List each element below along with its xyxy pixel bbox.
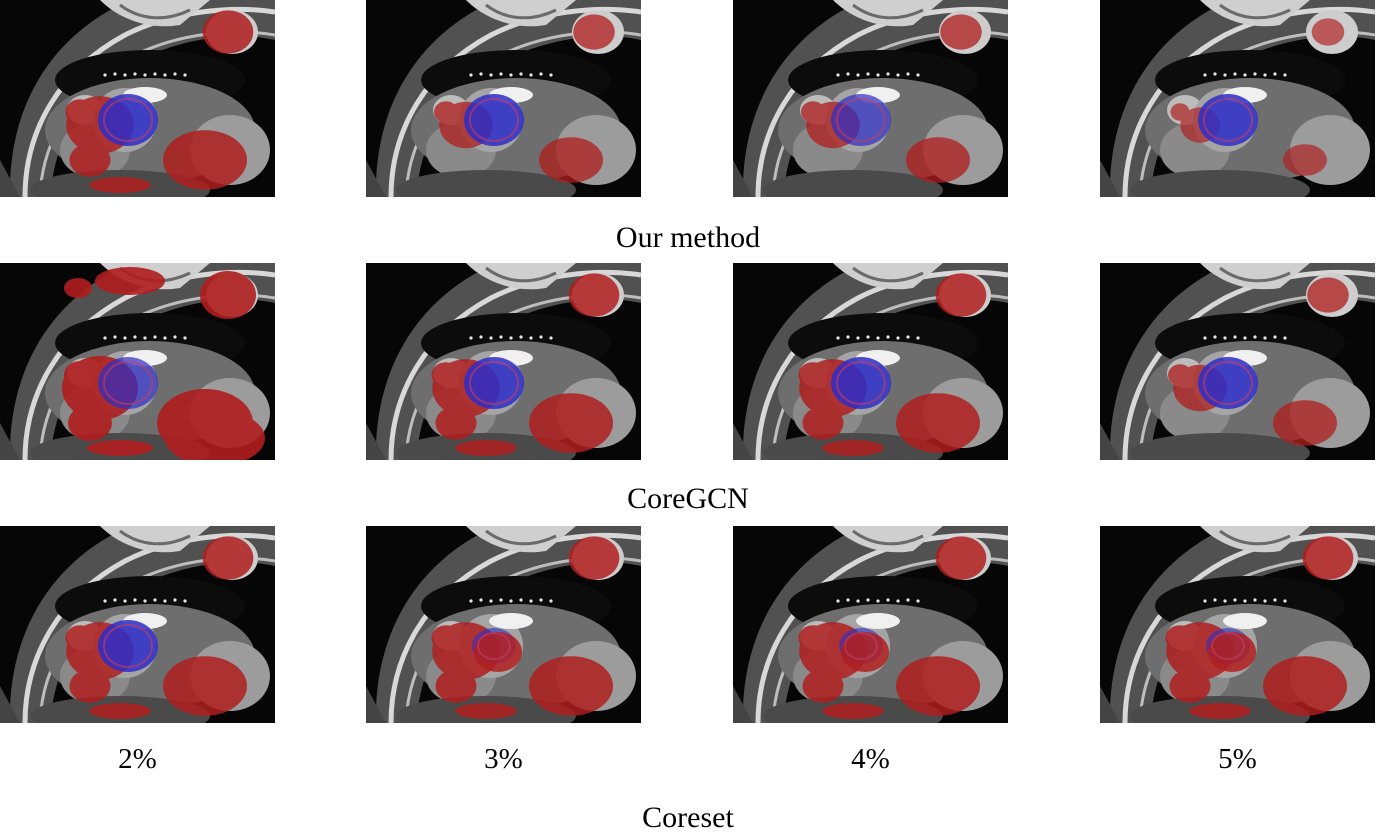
mri-segmentation-image <box>0 263 275 460</box>
mri-panel-r3-c3 <box>733 526 1008 723</box>
column-label-5pct: 5% <box>1218 743 1257 775</box>
column-label-3pct: 3% <box>484 743 523 775</box>
mri-panel-r2-c4 <box>1100 263 1375 460</box>
column-label-2pct: 2% <box>118 743 157 775</box>
mri-segmentation-image <box>0 526 275 723</box>
mri-panel-r3-c4 <box>1100 526 1375 723</box>
mri-segmentation-image <box>366 263 641 460</box>
mri-segmentation-image <box>366 0 641 197</box>
mri-panel-r1-c2 <box>366 0 641 197</box>
column-label-4pct: 4% <box>851 743 890 775</box>
row-caption-coreset: Coreset <box>642 801 734 834</box>
mri-panel-r3-c2 <box>366 526 641 723</box>
mri-segmentation-image <box>1100 0 1375 197</box>
mri-segmentation-image <box>733 0 1008 197</box>
mri-segmentation-image <box>0 0 275 197</box>
mri-segmentation-image <box>1100 526 1375 723</box>
mri-panel-r1-c4 <box>1100 0 1375 197</box>
mri-panel-r2-c3 <box>733 263 1008 460</box>
mri-segmentation-image <box>733 263 1008 460</box>
mri-panel-r1-c3 <box>733 0 1008 197</box>
mri-panel-r3-c1 <box>0 526 275 723</box>
mri-segmentation-image <box>1100 263 1375 460</box>
mri-segmentation-image <box>366 526 641 723</box>
row-caption-our-method: Our method <box>615 221 761 254</box>
mri-panel-r2-c2 <box>366 263 641 460</box>
mri-panel-r1-c1 <box>0 0 275 197</box>
row-caption-coregcn: CoreGCN <box>627 482 749 515</box>
mri-segmentation-image <box>733 526 1008 723</box>
mri-panel-r2-c1 <box>0 263 275 460</box>
